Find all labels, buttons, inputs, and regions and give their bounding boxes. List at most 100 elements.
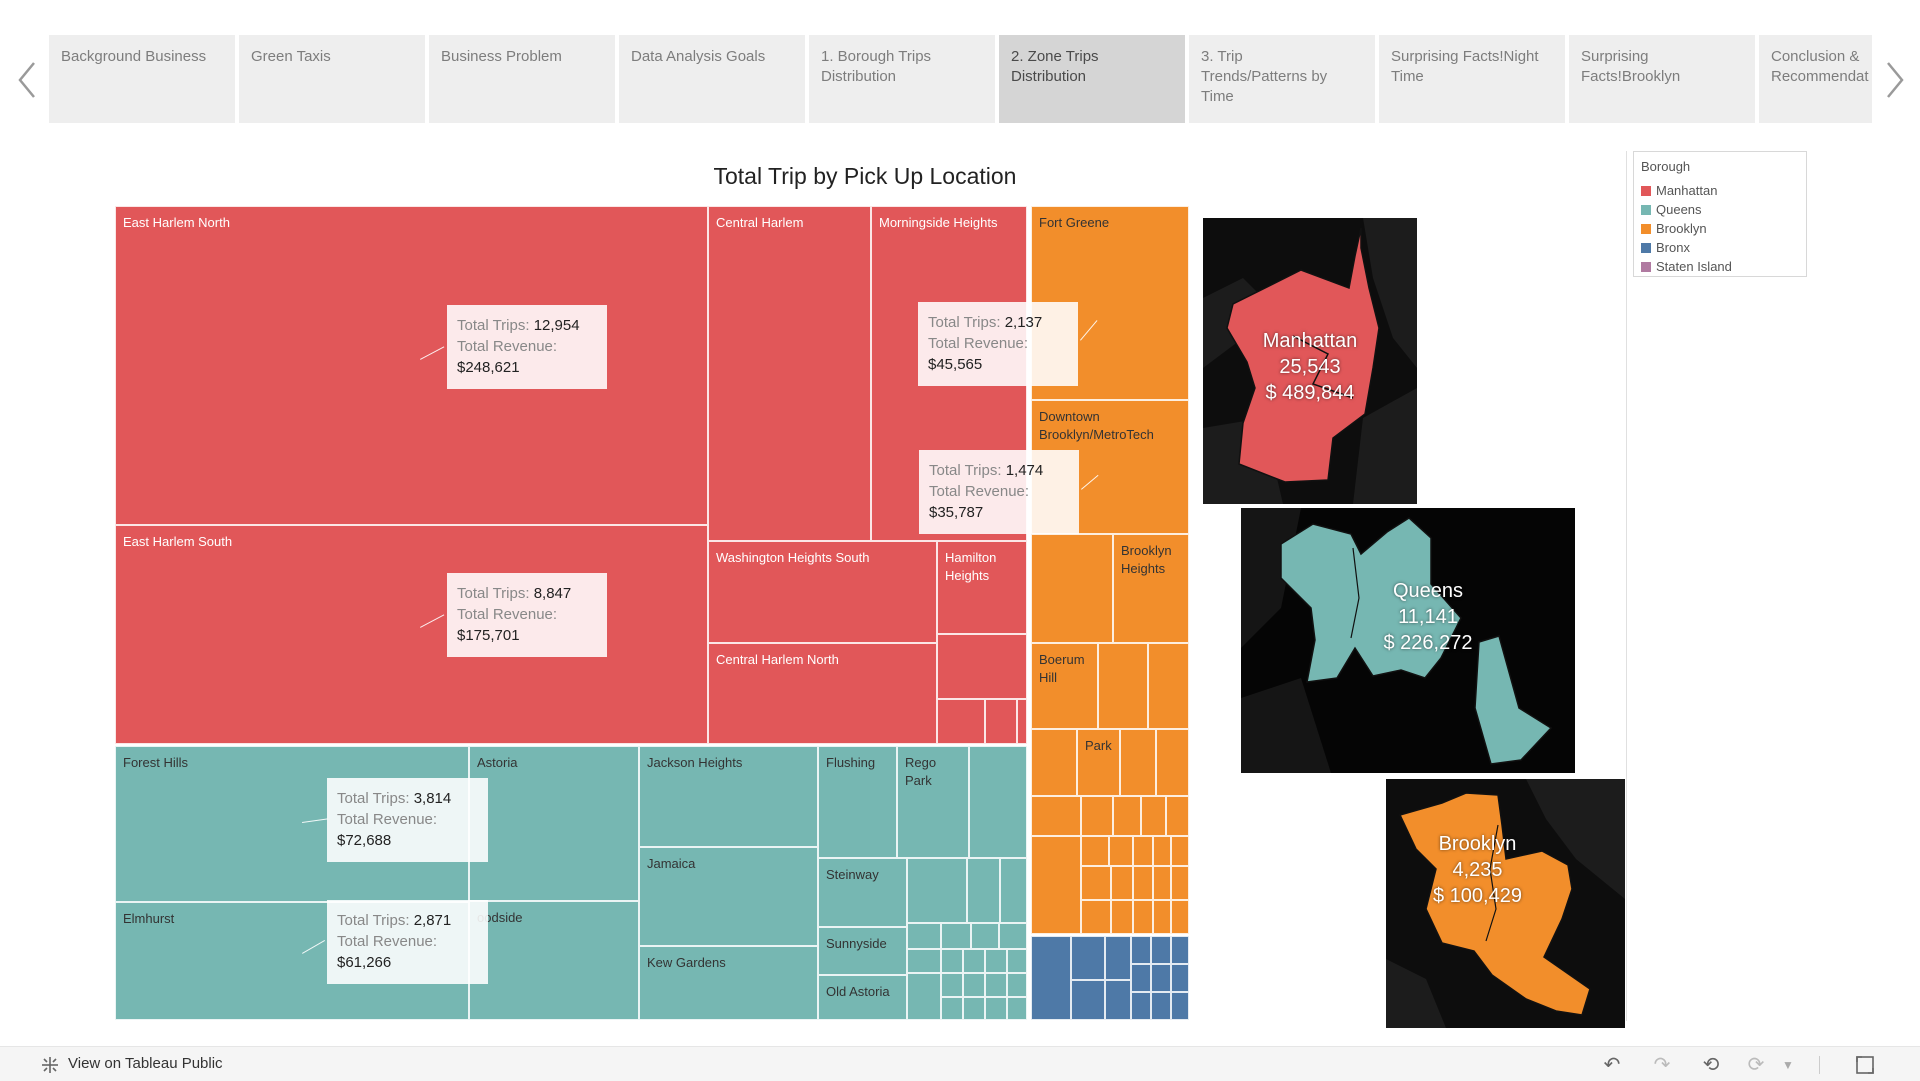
tile-queens-zone[interactable] <box>999 923 1027 949</box>
tile-east-harlem-north[interactable]: East Harlem North <box>115 206 708 525</box>
tile-central-harlem[interactable]: Central Harlem <box>708 206 871 541</box>
tile-queens-zone[interactable] <box>985 973 1007 997</box>
tile-queens-zone[interactable] <box>907 973 941 1020</box>
story-tab-zone-trips[interactable]: 2. Zone Trips Distribution <box>999 35 1185 123</box>
tile-jackson-heights[interactable]: Jackson Heights <box>639 746 818 847</box>
legend-item-queens[interactable]: Queens <box>1641 201 1702 218</box>
tile-brooklyn-small[interactable] <box>1153 900 1171 934</box>
tile-rego-park[interactable]: Rego Park <box>897 746 969 858</box>
tile-brooklyn-small[interactable] <box>1133 836 1153 866</box>
tile-bronx-zone[interactable] <box>1171 936 1189 964</box>
tile-brooklyn-small[interactable] <box>1031 836 1081 934</box>
tile-brooklyn-small[interactable] <box>1031 796 1081 836</box>
tile-brooklyn-zone[interactable] <box>1148 643 1189 729</box>
tile-bronx-zone[interactable] <box>1151 936 1171 964</box>
redo-icon[interactable]: ↷ <box>1653 1054 1671 1076</box>
story-tab-trip-trends[interactable]: 3. Trip Trends/Patterns by Time <box>1189 35 1375 123</box>
story-next-arrow[interactable] <box>1874 55 1914 105</box>
story-tab-borough-trips[interactable]: 1. Borough Trips Distribution <box>809 35 995 123</box>
tile-flushing[interactable]: Flushing <box>818 746 897 858</box>
manhattan-map[interactable]: Manhattan 25,543 $ 489,844 <box>1203 218 1417 504</box>
tile-east-harlem-south[interactable]: East Harlem South <box>115 525 708 744</box>
tile-queens-zone[interactable] <box>1007 949 1027 973</box>
tile-queens-zone[interactable] <box>971 923 999 949</box>
tile-brooklyn-small[interactable] <box>1081 900 1111 934</box>
tile-brooklyn-small[interactable] <box>1109 836 1133 866</box>
tile-brooklyn-small[interactable] <box>1171 836 1189 866</box>
tile-queens-zone[interactable] <box>1007 997 1027 1020</box>
tile-brooklyn-small[interactable] <box>1113 796 1141 836</box>
tile-bronx-zone[interactable] <box>1071 980 1105 1020</box>
tile-brooklyn-small[interactable] <box>1133 900 1153 934</box>
tile-washington-heights-south[interactable]: Washington Heights South <box>708 541 937 643</box>
tile-queens-zone[interactable] <box>985 997 1007 1020</box>
tile-brooklyn-small[interactable] <box>1171 866 1189 900</box>
tile-queens-zone[interactable] <box>1007 973 1027 997</box>
tile-central-harlem-north[interactable]: Central Harlem North <box>708 643 937 744</box>
story-tab-business-problem[interactable]: Business Problem <box>429 35 615 123</box>
story-tab-conclusion[interactable]: Conclusion & Recommendat <box>1759 35 1872 123</box>
tile-brooklyn-small[interactable] <box>1081 836 1109 866</box>
view-on-public-link[interactable]: View on Tableau Public <box>68 1055 223 1072</box>
tile-manhattan-small[interactable] <box>937 699 985 744</box>
tile-brooklyn-small[interactable] <box>1081 796 1113 836</box>
tile-bronx-zone[interactable] <box>1151 964 1171 992</box>
tile-queens-zone[interactable] <box>969 746 1027 858</box>
tile-queens-zone[interactable] <box>907 949 941 973</box>
tile-manhattan-small[interactable] <box>937 634 1027 699</box>
tile-astoria[interactable]: Astoria <box>469 746 639 901</box>
tile-bronx-zone[interactable] <box>1031 936 1071 1020</box>
tile-hamilton-heights[interactable]: Hamilton Heights <box>937 541 1027 634</box>
tile-brooklyn-small[interactable] <box>1081 866 1111 900</box>
legend-item-staten-island[interactable]: Staten Island <box>1641 258 1732 275</box>
refresh-icon[interactable]: ⟳ <box>1747 1054 1765 1076</box>
story-tab-surprising-brooklyn[interactable]: Surprising Facts!Brooklyn <box>1569 35 1755 123</box>
brooklyn-map[interactable]: Brooklyn 4,235 $ 100,429 <box>1386 779 1625 1028</box>
queens-map[interactable]: Queens 11,141 $ 226,272 <box>1241 508 1575 773</box>
tile-woodside[interactable]: oodside <box>469 901 639 1020</box>
story-tab-green-taxis[interactable]: Green Taxis <box>239 35 425 123</box>
tile-queens-zone[interactable] <box>963 973 985 997</box>
tile-brooklyn-small[interactable] <box>1153 866 1171 900</box>
tile-brooklyn-small[interactable] <box>1111 866 1133 900</box>
tile-sunnyside[interactable]: Sunnyside <box>818 927 907 975</box>
tile-queens-zone[interactable] <box>941 949 963 973</box>
tile-bronx-zone[interactable] <box>1171 992 1189 1020</box>
tile-bronx-zone[interactable] <box>1171 964 1189 992</box>
tile-brooklyn-heights[interactable]: Brooklyn Heights <box>1113 534 1189 643</box>
tile-brooklyn-small[interactable] <box>1171 900 1189 934</box>
tile-queens-zone[interactable] <box>963 997 985 1020</box>
revert-icon[interactable]: ⟲ <box>1702 1054 1720 1076</box>
tile-queens-zone[interactable] <box>941 997 963 1020</box>
tile-queens-zone[interactable] <box>967 858 1000 923</box>
story-tab-background-business[interactable]: Background Business <box>49 35 235 123</box>
tile-kew-gardens[interactable]: Kew Gardens <box>639 946 818 1020</box>
tile-queens-zone[interactable] <box>1000 858 1027 923</box>
chevron-down-icon[interactable]: ▼ <box>1782 1058 1794 1072</box>
tile-bronx-zone[interactable] <box>1131 992 1151 1020</box>
tile-bronx-zone[interactable] <box>1151 992 1171 1020</box>
tile-brooklyn-small[interactable] <box>1111 900 1133 934</box>
tile-brooklyn-small[interactable] <box>1153 836 1171 866</box>
tile-brooklyn-zone[interactable] <box>1098 643 1148 729</box>
tile-manhattan-small[interactable] <box>985 699 1017 744</box>
tile-steinway[interactable]: Steinway <box>818 858 907 927</box>
tile-bronx-zone[interactable] <box>1071 936 1105 980</box>
tile-brooklyn-small[interactable] <box>1166 796 1189 836</box>
story-prev-arrow[interactable] <box>8 55 48 105</box>
tile-manhattan-small[interactable] <box>1017 699 1027 744</box>
tile-jamaica[interactable]: Jamaica <box>639 847 818 946</box>
tile-bronx-zone[interactable] <box>1105 936 1131 980</box>
fullscreen-icon[interactable] <box>1855 1055 1875 1075</box>
tile-queens-zone[interactable] <box>941 923 971 949</box>
legend-item-manhattan[interactable]: Manhattan <box>1641 182 1717 199</box>
tile-brooklyn-zone[interactable] <box>1120 729 1156 796</box>
tile-queens-zone[interactable] <box>907 858 967 923</box>
legend-item-bronx[interactable]: Bronx <box>1641 239 1690 256</box>
tile-bronx-zone[interactable] <box>1105 980 1131 1020</box>
story-tab-surprising-night[interactable]: Surprising Facts!Night Time <box>1379 35 1565 123</box>
tile-brooklyn-small[interactable] <box>1141 796 1166 836</box>
tile-queens-zone[interactable] <box>963 949 985 973</box>
tile-bronx-zone[interactable] <box>1131 936 1151 964</box>
tile-boerum-hill[interactable]: Boerum Hill <box>1031 643 1098 729</box>
